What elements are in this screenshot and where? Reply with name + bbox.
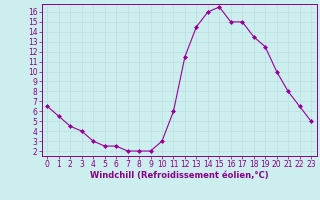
X-axis label: Windchill (Refroidissement éolien,°C): Windchill (Refroidissement éolien,°C) xyxy=(90,171,268,180)
